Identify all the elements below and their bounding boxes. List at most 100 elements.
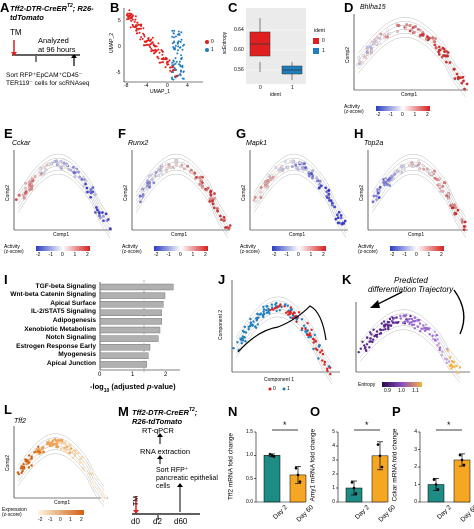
umap-legend-1: 1 (211, 47, 214, 53)
cell-point (256, 323, 259, 326)
cell-point (378, 332, 381, 335)
qpcr-ytick: 0 (414, 499, 417, 505)
cell-point (284, 160, 287, 163)
cell-point (387, 327, 390, 331)
cell-point (59, 159, 63, 163)
cell-point (462, 225, 466, 228)
trajectory-xlabel: Comp1 (53, 232, 70, 238)
cell-point (441, 184, 445, 188)
qpcr-ytick: 0.0 (246, 499, 253, 505)
qpcr-ytick: 2 (414, 464, 417, 470)
cell-point (51, 443, 55, 446)
cell-point (375, 330, 379, 333)
entropy-legend-title: Entropy (358, 382, 376, 388)
cell-point (327, 365, 331, 368)
qpcr-ytick: 3 (332, 457, 335, 463)
activity-tick: -1 (48, 252, 53, 258)
cell-point (384, 328, 387, 331)
cell-point (48, 442, 51, 445)
cell-point (442, 181, 446, 184)
boxplot-xlabel: ident (270, 92, 281, 98)
cell-point (432, 40, 436, 43)
pathway-label: Apical Surface (50, 299, 96, 307)
panel-i: I 0 1 2 -log10 (adjusted p-value) TGF-be… (0, 272, 190, 396)
cell-point (414, 25, 417, 28)
cell-point (210, 197, 213, 200)
activity-tick: 1 (427, 252, 431, 258)
panel-label-d: D (344, 0, 354, 15)
cell-point (365, 343, 369, 346)
significance-star: * (447, 420, 451, 430)
activity-tick: 1 (309, 252, 313, 258)
cell-point (19, 467, 23, 470)
cell-point (17, 193, 21, 197)
cell-point (336, 221, 340, 225)
cell-point (442, 47, 446, 51)
trajectory-xlabel: Comp1 (401, 92, 418, 98)
cell-point (453, 67, 456, 71)
panel-label-b: B (110, 0, 120, 15)
cell-point (65, 448, 69, 451)
cell-point (451, 206, 455, 210)
cell-point (431, 36, 435, 40)
cell-point (59, 166, 63, 170)
qpcr-ytick: 4 (332, 443, 335, 449)
activity-tick: -2 (376, 112, 381, 118)
cell-point (62, 166, 66, 170)
cell-point (318, 182, 321, 186)
cell-point (81, 461, 84, 464)
cell-point (77, 170, 80, 174)
cell-point (446, 51, 450, 54)
cell-point (249, 321, 252, 324)
cell-point (146, 179, 149, 183)
cell-point (340, 222, 344, 226)
panel-m-title: Tff2-DTR-CreERT2; R26-tdTomato (132, 407, 198, 426)
cell-point (433, 339, 437, 342)
cell-point (424, 37, 428, 41)
cell-point (336, 216, 340, 220)
zscore-label: (z-score) (240, 249, 260, 255)
cell-point (28, 180, 32, 184)
panel-d: D Bhlha15 Comp1 Comp2 Activity (z-score) -2 -… (340, 0, 474, 122)
cell-point (438, 346, 442, 349)
cell-point (243, 325, 246, 329)
pathway-label: Wnt-beta Catenin Signaling (10, 291, 96, 299)
trajectory-ylabel: Component 2 (218, 309, 225, 341)
rna-extraction-label: RNA extraction (140, 447, 191, 456)
cell-point (280, 165, 284, 168)
panel-b: B 0 1 UMAP_1 UMAP_2 -8 -4 0 4 5 0 -5 (108, 0, 218, 100)
cell-point (24, 191, 28, 195)
panel-a-timeline (11, 40, 80, 66)
cell-point (51, 439, 54, 442)
pathway-label: Adipogenesis (52, 316, 96, 324)
activity-tick: 2 (322, 252, 325, 258)
cell-point (100, 492, 104, 495)
cell-point (327, 192, 331, 196)
cell-point (428, 36, 431, 40)
panel-j: J Component 1 Component 2 0 1 (218, 272, 342, 396)
cell-point (262, 308, 266, 311)
cell-point (368, 340, 371, 343)
cell-point (30, 184, 34, 188)
cell-point (434, 46, 438, 50)
umap-ytick-0: 5 (118, 18, 121, 24)
cell-point (320, 184, 323, 188)
umap-plot (123, 8, 209, 83)
cell-point (437, 48, 441, 52)
cell-point (325, 190, 329, 194)
cell-point (426, 170, 430, 174)
panel-label-j: J (218, 272, 226, 287)
cell-point (33, 175, 37, 178)
cell-point (312, 341, 315, 344)
cell-point (376, 191, 380, 195)
cell-point (428, 333, 431, 336)
d0-label: d0 (131, 517, 140, 526)
cell-point (31, 177, 34, 181)
qpcr-bar-chart (336, 429, 389, 503)
qpcr-ytick: 0.5 (246, 475, 253, 482)
cell-point (388, 32, 392, 35)
cell-point (343, 219, 347, 223)
cell-point (104, 497, 107, 500)
cell-point (244, 331, 248, 334)
cell-point (266, 305, 269, 308)
